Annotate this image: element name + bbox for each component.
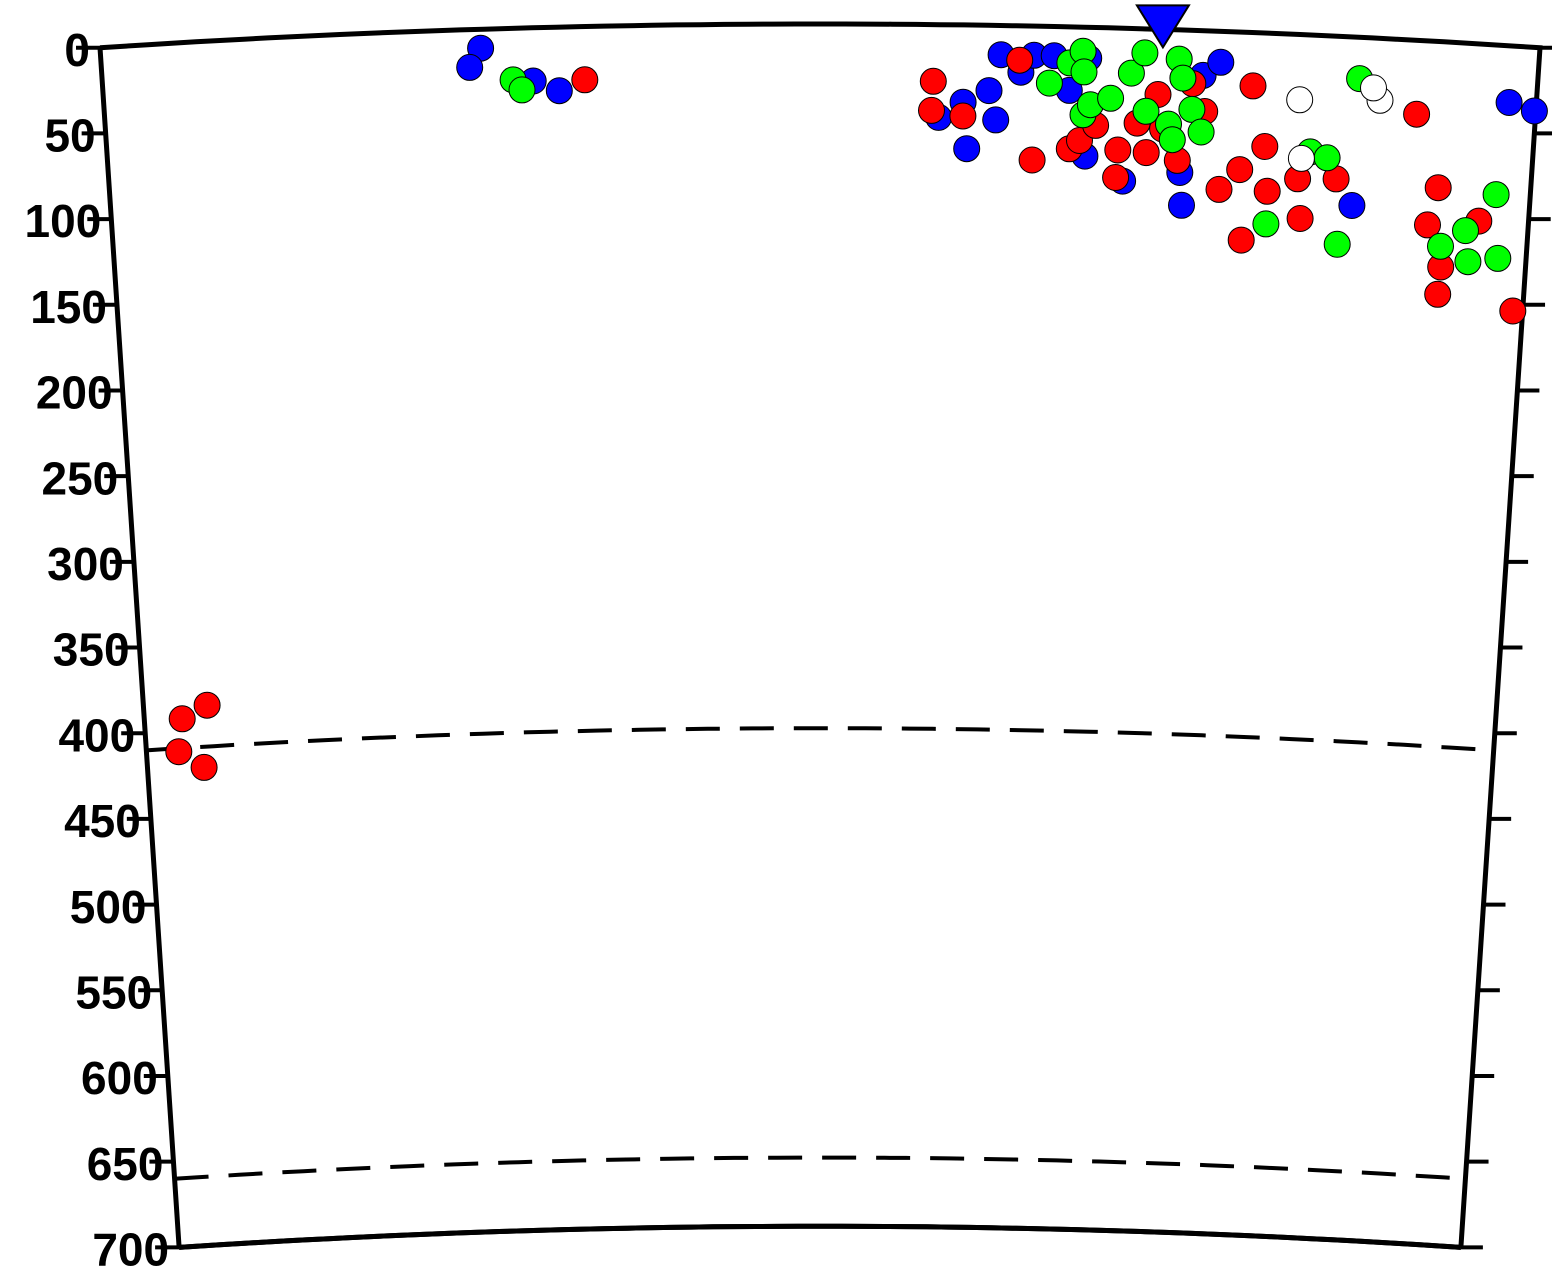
y-tick-label: 150: [30, 281, 107, 333]
y-tick-label: 50: [44, 110, 95, 162]
event-dot: [193, 691, 221, 719]
event-dot: [1104, 136, 1132, 164]
event-dot: [1313, 144, 1341, 172]
discontinuity-line: [146, 726, 1494, 753]
event-dot: [1102, 164, 1130, 191]
event-dot: [1286, 86, 1314, 114]
event-dot: [1187, 118, 1215, 146]
y-tick-label: 250: [42, 452, 119, 504]
station-marker: [1135, 4, 1191, 50]
event-dot: [1414, 211, 1441, 239]
event-dot: [1286, 205, 1314, 232]
y-tick-label: 0: [64, 24, 90, 76]
event-dot: [1482, 181, 1510, 209]
event-dot: [1006, 46, 1034, 74]
event-dot: [545, 77, 573, 105]
event-dot: [1520, 97, 1548, 125]
y-tick-label: 450: [64, 795, 141, 847]
event-dot: [168, 705, 196, 733]
event-dot: [982, 106, 1010, 134]
event-dot: [1169, 64, 1197, 92]
event-dot: [1495, 89, 1523, 116]
event-dot: [1168, 191, 1195, 219]
event-dot: [949, 102, 977, 130]
event-dot: [1287, 144, 1315, 172]
event-dot: [1338, 192, 1366, 219]
event-dot: [1424, 280, 1452, 308]
event-dot: [918, 96, 945, 124]
y-tick-label: 650: [87, 1138, 164, 1190]
event-dot: [1132, 139, 1160, 167]
y-tick-label: 300: [47, 538, 124, 590]
event-dot: [1253, 177, 1281, 205]
frame-bottom: [178, 1223, 1462, 1250]
discontinuity-line: [174, 1155, 1466, 1181]
event-dot: [1132, 97, 1160, 125]
y-tick-label: 500: [70, 881, 147, 933]
event-dot: [1207, 48, 1235, 76]
event-dot: [1454, 248, 1482, 276]
y-tick-label: 600: [81, 1052, 158, 1104]
event-dot: [1239, 72, 1267, 100]
event-dot: [1252, 210, 1280, 238]
event-dot: [953, 135, 981, 163]
event-dot: [190, 753, 218, 781]
y-tick-label: 550: [75, 966, 152, 1018]
event-dot: [919, 67, 947, 95]
event-dot: [1205, 175, 1233, 203]
y-tick-label: 100: [25, 195, 102, 247]
y-tick-label: 400: [58, 709, 135, 761]
event-dot: [1323, 230, 1351, 258]
event-dot: [1499, 297, 1527, 325]
event-dot: [1424, 174, 1452, 202]
event-dot: [1403, 100, 1431, 128]
event-dot: [1360, 74, 1387, 102]
event-dot: [1097, 84, 1125, 112]
y-tick-label: 350: [53, 624, 130, 676]
event-dot: [571, 66, 599, 94]
event-dot: [1427, 232, 1454, 260]
event-dot: [1251, 133, 1279, 160]
event-dot: [975, 77, 1003, 105]
event-dot: [1018, 146, 1046, 174]
frame: [97, 21, 1543, 1250]
event-dot: [1131, 39, 1159, 67]
event-dot: [165, 738, 193, 766]
event-dot: [508, 76, 536, 104]
y-tick-label: 700: [92, 1224, 169, 1276]
event-dot: [1035, 69, 1063, 97]
event-dot: [1117, 59, 1145, 87]
event-dot: [1070, 58, 1098, 86]
event-dot: [1484, 244, 1512, 272]
y-tick-label: 200: [36, 367, 113, 419]
event-dot: [456, 53, 484, 81]
event-dot: [1452, 217, 1479, 245]
event-dot: [1178, 95, 1206, 123]
event-dot: [1226, 156, 1254, 184]
event-dot: [1227, 226, 1255, 254]
event-dot: [1158, 126, 1186, 154]
